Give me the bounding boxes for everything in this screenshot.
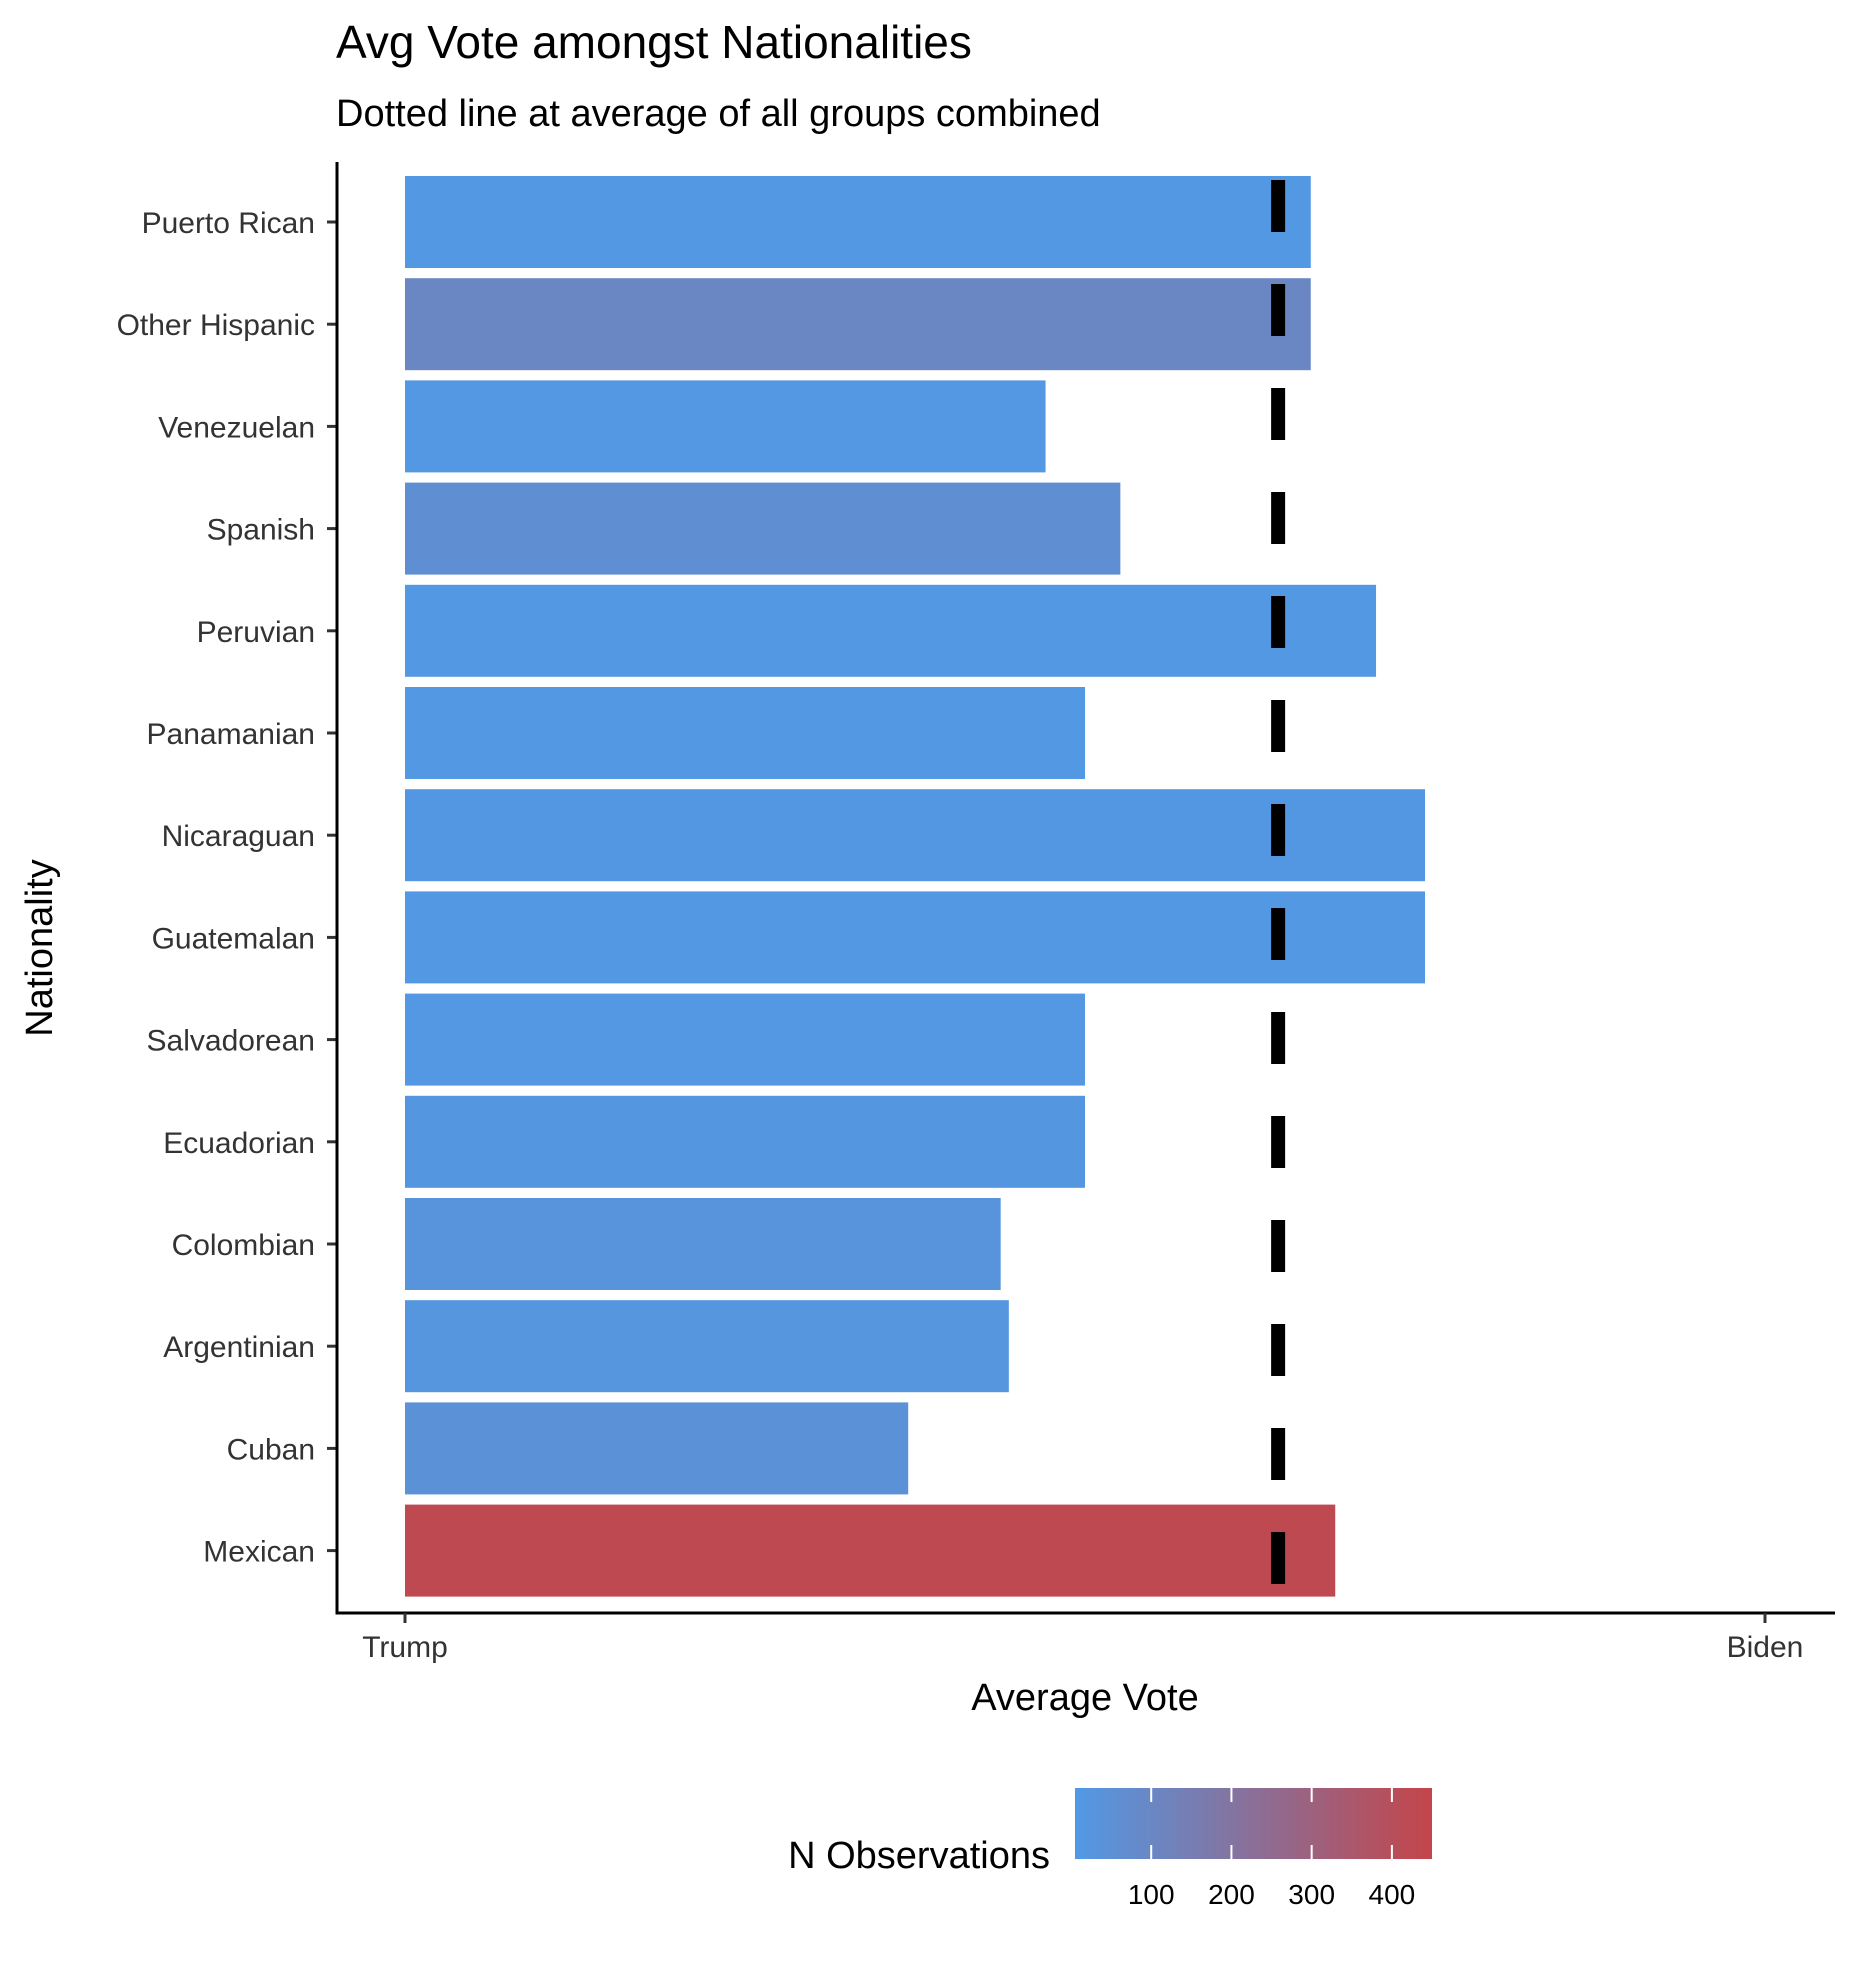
legend-colorbar — [1075, 1788, 1432, 1859]
y-tick-label: Argentinian — [163, 1331, 315, 1364]
x-tick-label-trump: Trump — [362, 1631, 448, 1664]
bar-spanish — [405, 482, 1121, 575]
bar-salvadorean — [405, 993, 1085, 1086]
bar-colombian — [405, 1198, 1001, 1290]
y-axis-title: Nationality — [19, 859, 61, 1036]
bar-peruvian — [405, 584, 1377, 677]
bar-cuban — [405, 1402, 909, 1495]
legend: N Observations 100 200 300 400 — [788, 1788, 1432, 1910]
bar-puerto-rican — [405, 176, 1311, 268]
y-tick-label: Guatemalan — [152, 922, 315, 955]
y-tick-label: Panamanian — [147, 718, 315, 751]
bars-group — [405, 176, 1425, 1597]
y-tick-label: Nicaraguan — [162, 820, 315, 853]
bar-guatemalan — [405, 891, 1425, 984]
chart-subtitle: Dotted line at average of all groups com… — [336, 93, 1101, 135]
bar-argentinian — [405, 1300, 1009, 1393]
y-tick-label: Peruvian — [197, 616, 315, 649]
y-tick-label: Salvadorean — [147, 1025, 315, 1058]
bar-nicaraguan — [405, 789, 1425, 882]
legend-title: N Observations — [788, 1835, 1050, 1877]
legend-tick-label: 200 — [1208, 1879, 1255, 1910]
y-tick-label: Other Hispanic — [117, 309, 315, 342]
y-tick-label: Cuban — [227, 1433, 315, 1466]
y-tick-label: Venezuelan — [158, 411, 315, 444]
y-tick-label: Mexican — [203, 1536, 315, 1569]
y-tick-label: Ecuadorian — [163, 1127, 315, 1160]
y-axis: Puerto Rican Other Hispanic Venezuelan Span… — [117, 162, 339, 1615]
bar-venezuelan — [405, 380, 1046, 473]
bar-panamanian — [405, 687, 1085, 779]
legend-tick-label: 300 — [1288, 1879, 1335, 1910]
legend-ticks: 100 200 300 400 — [1128, 1788, 1415, 1910]
bar-mexican — [405, 1504, 1336, 1597]
chart-title: Avg Vote amongst Nationalities — [336, 16, 972, 68]
bar-ecuadorian — [405, 1095, 1085, 1188]
y-tick-label: Puerto Rican — [142, 207, 315, 240]
y-tick-label: Colombian — [172, 1229, 315, 1262]
x-axis-title: Average Vote — [971, 1677, 1198, 1719]
x-axis: Trump Biden — [335, 1611, 1835, 1664]
legend-tick-label: 100 — [1128, 1879, 1175, 1910]
y-tick-label: Spanish — [207, 514, 315, 547]
x-tick-label-biden: Biden — [1727, 1631, 1804, 1664]
legend-tick-label: 400 — [1369, 1879, 1416, 1910]
bar-other-hispanic — [405, 278, 1311, 371]
